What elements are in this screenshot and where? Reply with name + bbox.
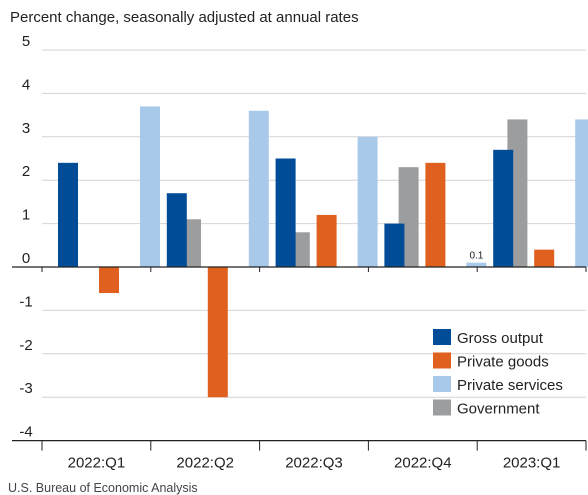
y-tick-label: 0 [22, 250, 30, 267]
x-tick-label: 2022:Q2 [176, 455, 234, 472]
bar-private-services-2022-q3 [357, 136, 378, 267]
y-tick-label: 3 [22, 120, 30, 137]
y-tick-label: -2 [19, 337, 32, 354]
bar-private-services-2022-q1 [140, 106, 160, 267]
bar-private-goods-2022-q2 [207, 267, 228, 398]
x-axis: 2022:Q1 2022:Q2 2022:Q3 2022:Q4 2023:Q1 [12, 266, 587, 472]
legend: Gross output Private goods Private service… [433, 329, 563, 418]
legend-swatch [433, 352, 451, 369]
bar-private-services-2022-q2 [248, 110, 269, 267]
source-note: U.S. Bureau of Economic Analysis [8, 481, 198, 495]
bar-private-goods-2022-q1 [99, 267, 119, 294]
x-tick-label: 2022:Q4 [394, 455, 452, 472]
bar-private-services-2023-q1 [575, 119, 588, 267]
y-axis-ticks: 5 4 3 2 1 0 -1 -2 -3 -4 [19, 33, 32, 441]
y-tick-label: 4 [22, 76, 30, 93]
data-label: 0.1 [469, 251, 483, 262]
legend-label: Private goods [457, 354, 549, 371]
bar-private-services-2022-q4 [466, 262, 487, 267]
legend-label: Gross output [457, 330, 544, 347]
bar-private-goods-2022-q3 [316, 214, 337, 267]
bars: 0.1 [58, 106, 588, 398]
legend-label: Government [457, 401, 540, 418]
y-tick-label: 5 [22, 33, 30, 50]
bar-private-goods-2023-q1 [534, 249, 555, 267]
legend-swatch [433, 399, 451, 416]
x-tick-label: 2022:Q1 [68, 455, 126, 472]
bar-gross-output-2023-q1 [493, 149, 514, 267]
legend-swatch [433, 329, 451, 345]
bar-gross-output-2022-q1 [58, 162, 78, 267]
x-tick-label: 2022:Q3 [285, 455, 343, 472]
legend-swatch [433, 376, 451, 392]
bar-gross-output-2022-q2 [166, 193, 187, 267]
y-tick-label: -1 [19, 293, 32, 310]
bar-private-goods-2022-q4 [425, 162, 446, 267]
y-tick-label: 1 [22, 207, 30, 224]
y-tick-label: 2 [22, 163, 30, 180]
legend-label: Private services [457, 377, 563, 394]
y-tick-label: -3 [19, 380, 32, 397]
bar-gross-output-2022-q3 [275, 158, 296, 267]
y-tick-label: -4 [19, 424, 32, 441]
x-tick-label: 2023:Q1 [503, 455, 561, 472]
chart-subtitle: Percent change, seasonally adjusted at a… [10, 9, 359, 26]
bar-gross-output-2022-q4 [384, 223, 405, 267]
